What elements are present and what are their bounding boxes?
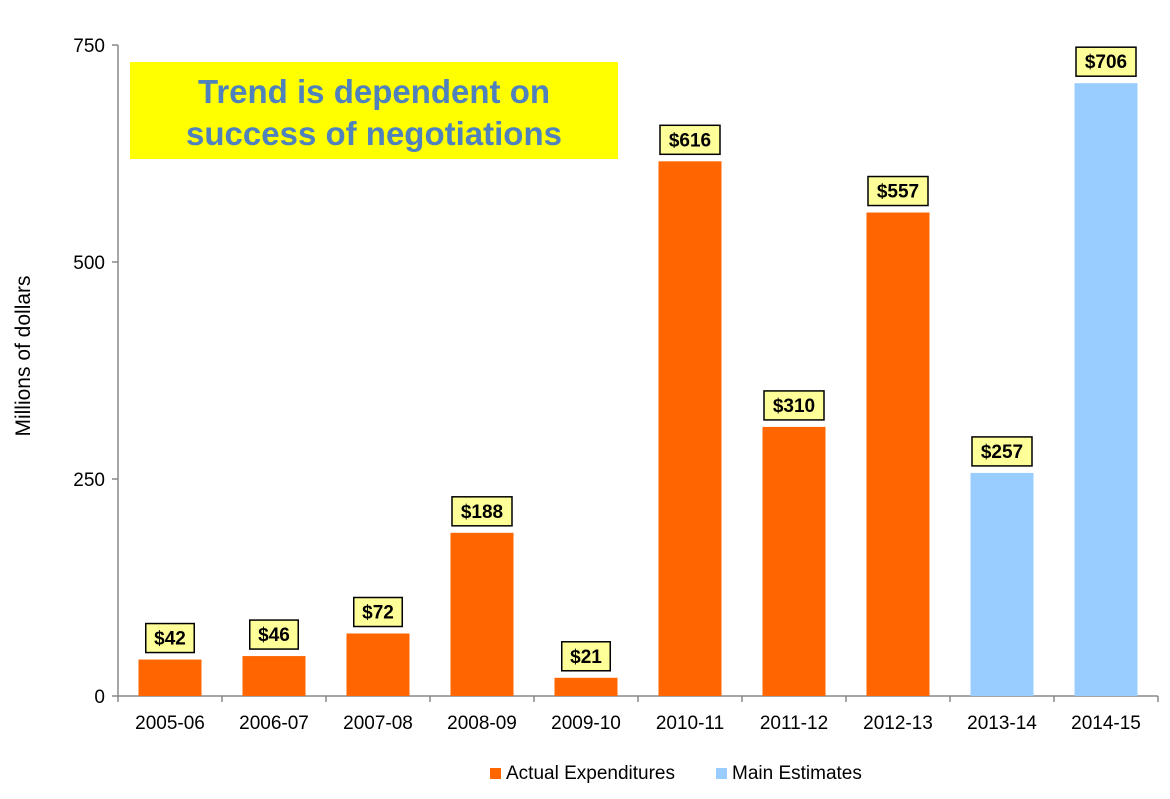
x-tick-label: 2007-08 bbox=[343, 713, 413, 734]
x-tick-label: 2010-11 bbox=[656, 713, 724, 734]
data-label-box bbox=[971, 436, 1033, 467]
x-tick-label: 2008-09 bbox=[447, 713, 517, 734]
data-label-text: $188 bbox=[461, 502, 503, 523]
bar-2010-11 bbox=[658, 161, 722, 696]
data-label-box bbox=[451, 496, 513, 527]
data-label-box bbox=[145, 622, 195, 654]
x-tick-label: 2006-07 bbox=[239, 713, 309, 734]
data-label-text: $42 bbox=[154, 629, 186, 650]
data-label-box bbox=[353, 596, 403, 628]
legend-item-1: Actual Expenditures bbox=[490, 763, 675, 784]
x-tick-label: 2009-10 bbox=[551, 713, 621, 734]
x-tick-label: 2005-06 bbox=[135, 713, 205, 734]
data-label-2013-14: $257 bbox=[971, 436, 1033, 467]
data-label-2005-06: $42 bbox=[145, 622, 195, 654]
y-tick-label: 750 bbox=[73, 36, 105, 57]
data-label-box bbox=[659, 124, 721, 156]
x-tick-label: 2012-13 bbox=[863, 713, 933, 734]
bar-2008-09 bbox=[450, 532, 514, 696]
bar-2013-14 bbox=[970, 472, 1034, 696]
y-tick-label: 0 bbox=[94, 687, 105, 708]
x-tick-label: 2013-14 bbox=[967, 713, 1037, 734]
legend-item-2: Main Estimates bbox=[716, 763, 862, 784]
legend-label: Main Estimates bbox=[732, 763, 862, 784]
data-label-2011-12: $310 bbox=[763, 390, 825, 421]
data-label-text: $257 bbox=[981, 442, 1023, 463]
data-label-text: $21 bbox=[570, 647, 602, 668]
y-axis-label: Millions of dollars bbox=[12, 275, 35, 436]
legend-label: Actual Expenditures bbox=[506, 763, 675, 784]
data-label-2007-08: $72 bbox=[353, 596, 403, 628]
data-label-2006-07: $46 bbox=[249, 619, 299, 650]
annotation-box bbox=[130, 62, 618, 159]
bar-2007-08 bbox=[346, 633, 410, 696]
bar-2014-15 bbox=[1074, 83, 1138, 696]
bar-2006-07 bbox=[242, 656, 306, 696]
bar-2005-06 bbox=[138, 659, 202, 696]
data-label-box bbox=[1075, 46, 1137, 77]
bar-2011-12 bbox=[762, 426, 826, 696]
data-label-2008-09: $188 bbox=[451, 496, 513, 527]
data-label-2010-11: $616 bbox=[659, 124, 721, 156]
legend-swatch bbox=[716, 768, 727, 779]
data-label-text: $310 bbox=[773, 396, 815, 417]
legend-swatch bbox=[490, 768, 501, 779]
data-label-box bbox=[249, 619, 299, 650]
annotation-callout: Trend is dependent on success of negotia… bbox=[130, 62, 618, 159]
annotation-line-2: success of negotiations bbox=[186, 115, 562, 152]
y-tick-label: 500 bbox=[73, 253, 105, 274]
data-label-text: $706 bbox=[1085, 52, 1127, 73]
legend: Actual Expenditures Main Estimates bbox=[490, 763, 862, 784]
data-label-text: $616 bbox=[669, 130, 711, 151]
data-label-2009-10: $21 bbox=[561, 641, 611, 672]
bar-2012-13 bbox=[866, 212, 930, 697]
bar-2009-10 bbox=[554, 677, 618, 696]
bars bbox=[138, 83, 1138, 697]
x-tick-label: 2011-12 bbox=[760, 713, 828, 734]
data-label-text: $72 bbox=[362, 603, 394, 624]
data-label-box bbox=[561, 641, 611, 672]
data-label-2014-15: $706 bbox=[1075, 46, 1137, 77]
x-tick-label: 2014-15 bbox=[1071, 713, 1141, 734]
data-label-text: $46 bbox=[258, 625, 290, 646]
data-labels: $42 $46 $72 $188 $21 $616 $310 $557 $257 $706 bbox=[145, 46, 1137, 672]
y-tick-label: 250 bbox=[73, 470, 105, 491]
data-label-text: $557 bbox=[877, 182, 919, 203]
data-label-box bbox=[763, 390, 825, 421]
annotation-line-1: Trend is dependent on bbox=[198, 73, 550, 110]
data-label-box bbox=[867, 175, 929, 207]
data-label-2012-13: $557 bbox=[867, 175, 929, 207]
